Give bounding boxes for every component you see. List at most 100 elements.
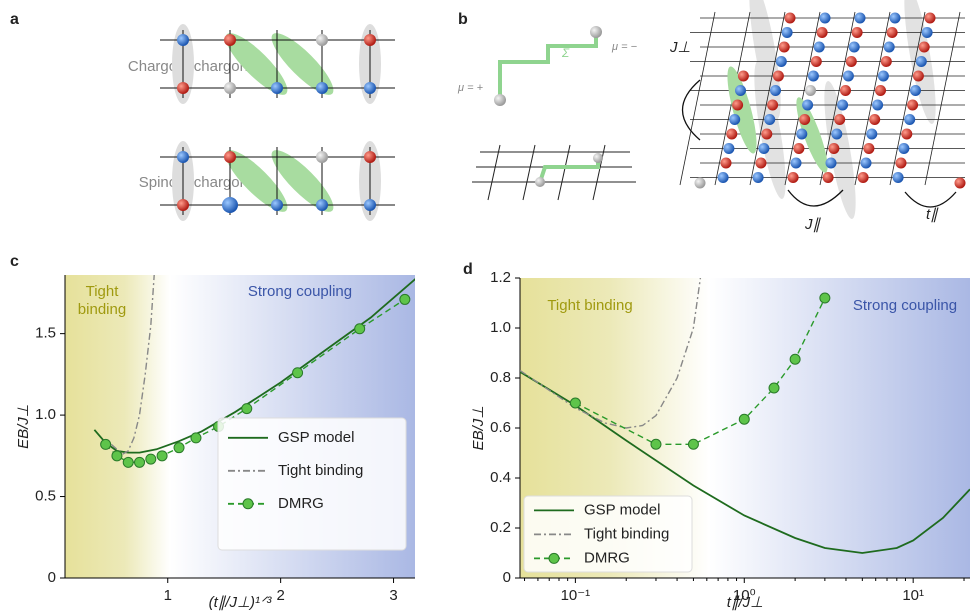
y-tick-label: 1.0 <box>35 406 56 423</box>
legend-label: GSP model <box>584 501 660 518</box>
site <box>954 177 966 189</box>
x-tick-label: 10⁻¹ <box>561 587 591 604</box>
y-tick-label: 1.0 <box>490 319 511 336</box>
x-tick-label: 10¹ <box>902 587 924 604</box>
series-group <box>93 275 415 468</box>
string <box>498 32 598 100</box>
site <box>863 143 875 154</box>
site <box>781 27 793 38</box>
data-point <box>173 442 185 454</box>
annotation: Strong coupling <box>853 297 957 314</box>
legend-label: DMRG <box>584 549 630 566</box>
x-tick-label: 10⁰ <box>733 587 756 604</box>
site <box>921 27 933 38</box>
site <box>752 172 764 183</box>
arrow <box>904 191 957 208</box>
site <box>694 177 706 189</box>
site <box>764 114 776 125</box>
site <box>590 26 602 38</box>
string-diagram <box>472 26 636 201</box>
site <box>775 56 787 67</box>
panel-label: a <box>10 11 19 28</box>
site <box>726 128 738 140</box>
legend-label: GSP model <box>278 429 354 446</box>
site <box>875 85 886 96</box>
coupling-label: J∥ <box>804 216 822 233</box>
lattice-line <box>854 11 891 186</box>
series-line <box>520 278 702 429</box>
coupling-label: t∥ <box>926 206 939 223</box>
data-point <box>292 367 304 379</box>
site <box>770 85 781 96</box>
site <box>883 41 895 53</box>
site <box>761 128 773 140</box>
string-ellipse <box>727 66 757 154</box>
site <box>813 41 825 53</box>
site <box>819 12 831 24</box>
site <box>767 99 779 111</box>
site <box>851 27 863 38</box>
site <box>924 12 936 24</box>
y-tick-label: 0.5 <box>35 488 56 505</box>
lattice-line <box>889 11 926 186</box>
site <box>837 99 849 111</box>
site <box>872 99 884 111</box>
legend-marker <box>548 552 560 564</box>
lattice-line <box>749 11 786 186</box>
site <box>224 34 236 46</box>
legend-label: DMRG <box>278 495 324 512</box>
data-point <box>687 438 699 450</box>
site <box>758 143 770 154</box>
string-ellipse <box>271 150 334 212</box>
mu-label: μ = + <box>457 82 484 94</box>
site <box>860 157 872 169</box>
site <box>222 197 238 213</box>
series-line <box>110 275 155 456</box>
site <box>735 85 746 96</box>
shade <box>824 81 856 219</box>
site <box>224 151 236 163</box>
data-point <box>819 292 831 304</box>
site <box>799 114 811 125</box>
site <box>737 70 749 82</box>
data-point <box>354 323 366 335</box>
site <box>316 34 328 46</box>
data-point <box>738 413 750 425</box>
site <box>316 199 328 211</box>
panel-label: b <box>458 11 468 28</box>
site <box>848 41 860 53</box>
legend-box <box>217 417 407 551</box>
site <box>805 85 816 96</box>
y-tick-label: 0.6 <box>490 419 511 436</box>
site <box>755 157 767 169</box>
data-point <box>100 438 112 450</box>
site <box>869 114 881 125</box>
site <box>901 128 913 140</box>
shade <box>904 0 936 124</box>
site <box>895 157 907 169</box>
data-point <box>399 293 411 305</box>
site <box>866 128 878 140</box>
data-point <box>156 450 168 462</box>
site <box>880 56 892 67</box>
x-tick-label: 1 <box>164 587 172 604</box>
y-tick-label: 1.5 <box>35 325 56 342</box>
annotation: Strong coupling <box>248 283 352 300</box>
panel-label: c <box>10 253 19 270</box>
site <box>723 143 735 154</box>
data-point <box>789 353 801 365</box>
legend-box <box>523 495 693 573</box>
site <box>316 151 328 163</box>
big-lattice <box>679 0 966 219</box>
x-tick-label: 3 <box>389 587 397 604</box>
site <box>802 99 814 111</box>
site <box>845 56 857 67</box>
x-axis-label: t∥/J⊥ <box>727 594 763 611</box>
site <box>790 157 802 169</box>
site <box>778 41 790 53</box>
site <box>825 157 837 169</box>
string <box>538 160 600 183</box>
panel-label: d <box>463 261 473 278</box>
site <box>904 114 916 125</box>
arrow <box>787 189 844 207</box>
